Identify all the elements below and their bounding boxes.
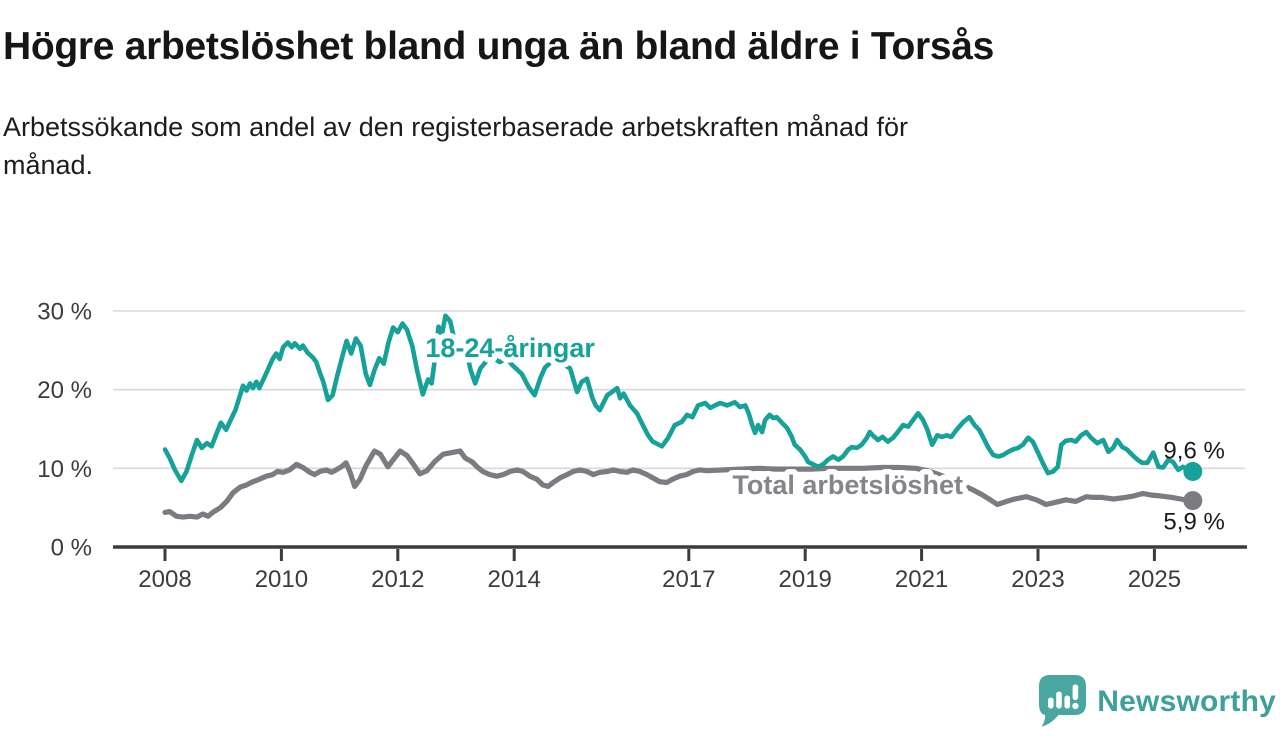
x-axis-label: 2008	[138, 566, 191, 593]
x-axis-label: 2021	[895, 566, 948, 593]
y-axis-label: 20 %	[37, 377, 92, 404]
end-dot-total	[1183, 491, 1203, 511]
y-axis-label: 10 %	[37, 456, 92, 483]
x-axis-label: 2014	[488, 566, 541, 593]
x-axis-label: 2019	[779, 566, 832, 593]
chart-subtitle: Arbetssökande som andel av den registerb…	[3, 112, 909, 180]
series-line-total	[162, 448, 1196, 520]
newsworthy-logo: Newsworthy	[1038, 670, 1276, 734]
end-value-label-total: 5,9 %	[1163, 509, 1224, 536]
newsworthy-bubble-chart-icon	[1039, 675, 1087, 727]
x-axis-label: 2017	[662, 566, 715, 593]
newsworthy-wordmark: Newsworthy	[1097, 685, 1276, 718]
y-axis-label: 30 %	[37, 298, 92, 325]
y-axis-label: 0 %	[51, 535, 92, 562]
x-axis-label: 2012	[371, 566, 424, 593]
x-axis-label: 2025	[1128, 566, 1181, 593]
series-line-young	[162, 313, 1196, 484]
series-label-young: 18-24-åringar	[425, 333, 595, 363]
end-dot-young	[1183, 461, 1203, 481]
x-axis-label: 2023	[1011, 566, 1064, 593]
end-value-label-young: 9,6 %	[1163, 437, 1224, 464]
series-label-total: Total arbetslöshet	[732, 470, 963, 500]
x-axis-label: 2010	[255, 566, 308, 593]
page-title: Högre arbetslöshet bland unga än bland ä…	[3, 25, 995, 68]
